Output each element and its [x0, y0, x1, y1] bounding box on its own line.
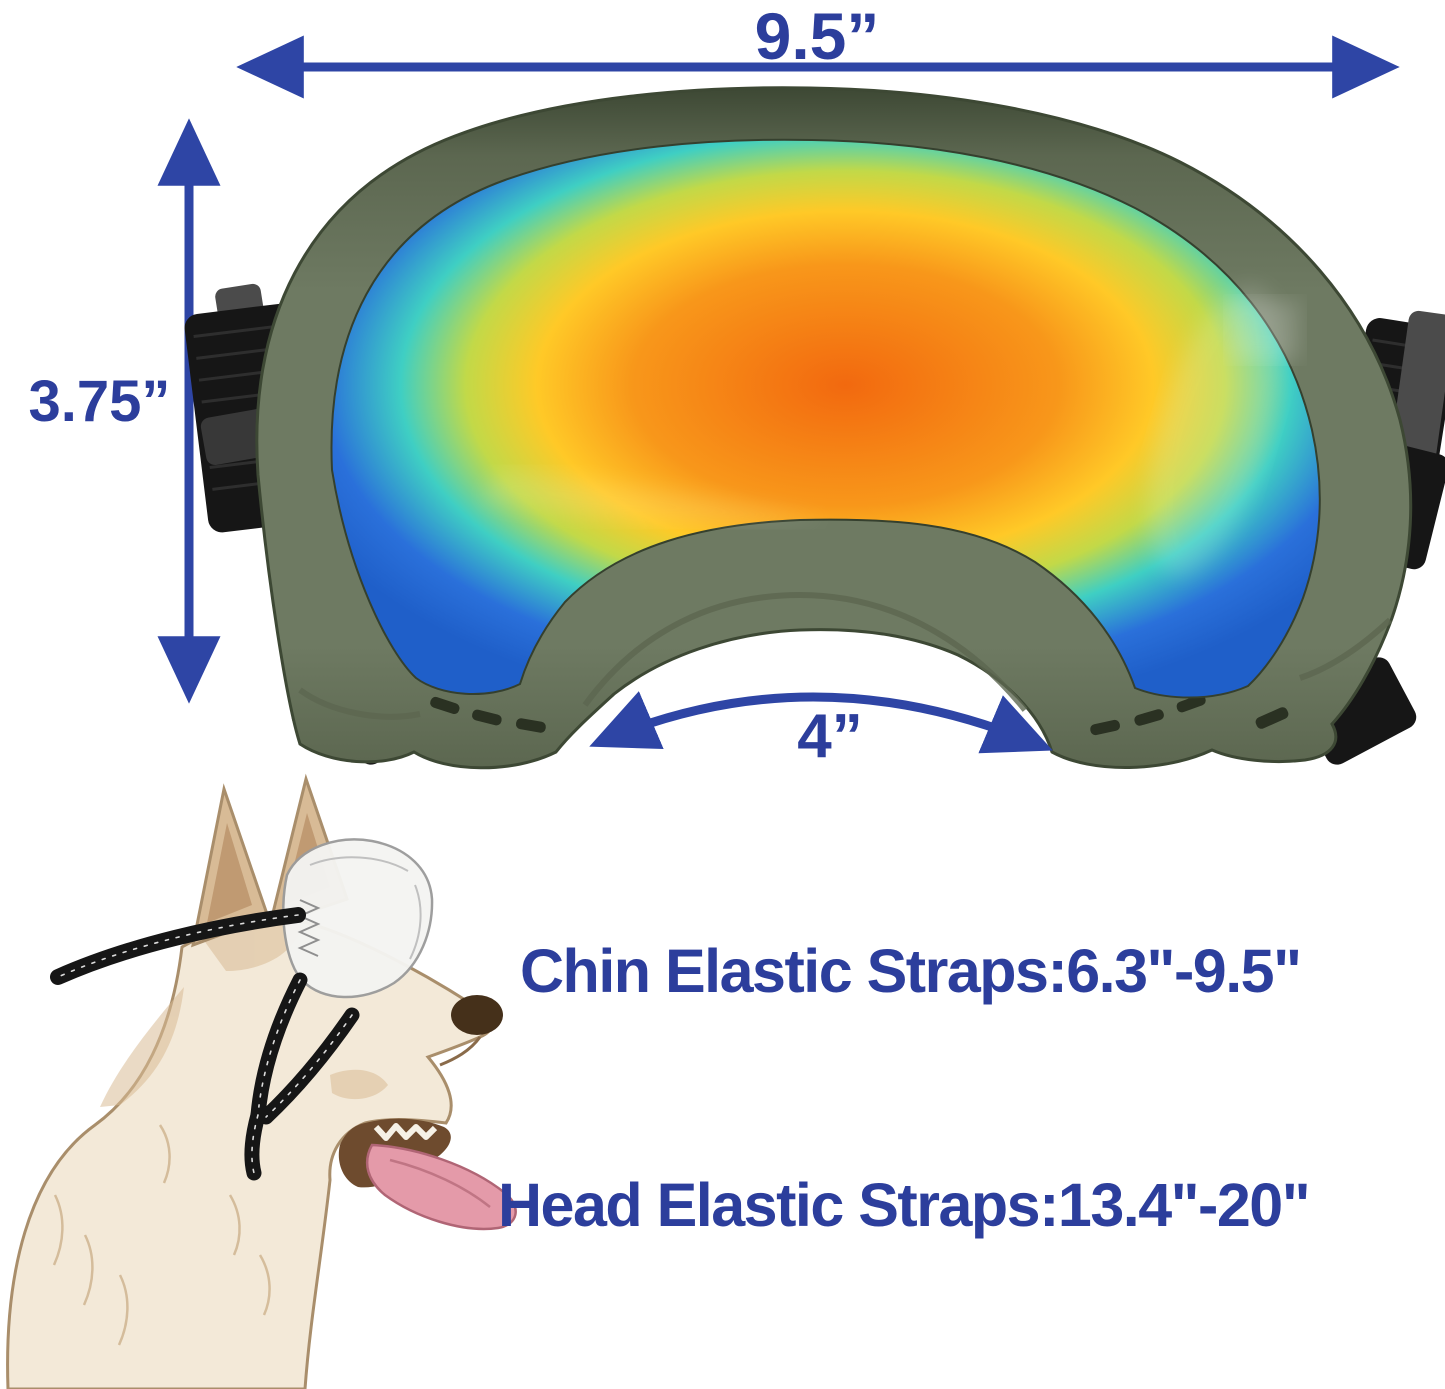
dog-teeth	[373, 1123, 438, 1141]
dog-nose	[451, 995, 503, 1035]
height-dimension-label: 3.75”	[28, 369, 171, 434]
frame-ridges	[298, 591, 1393, 720]
chin-strap-spec-text: Chin Elastic Straps:6.3"-9.5"	[520, 937, 1302, 1005]
fur-strokes	[52, 1124, 271, 1346]
dog-straps	[50, 907, 360, 1181]
vent-slots	[430, 694, 1289, 736]
fur-patches	[100, 923, 388, 1107]
head-strap-spec-text: Head Elastic Straps:13.4"-20"	[498, 1171, 1311, 1239]
dog-tongue	[365, 1143, 517, 1231]
goggles-image	[184, 86, 1445, 770]
bridge-dimension-label: 4”	[797, 702, 863, 771]
dog-illustration	[6, 773, 517, 1389]
width-dimension-label: 9.5”	[754, 0, 880, 73]
bridge-arc-arrow	[589, 691, 1053, 754]
lens-reflections	[480, 285, 1300, 575]
goggle-lens	[330, 138, 1321, 699]
